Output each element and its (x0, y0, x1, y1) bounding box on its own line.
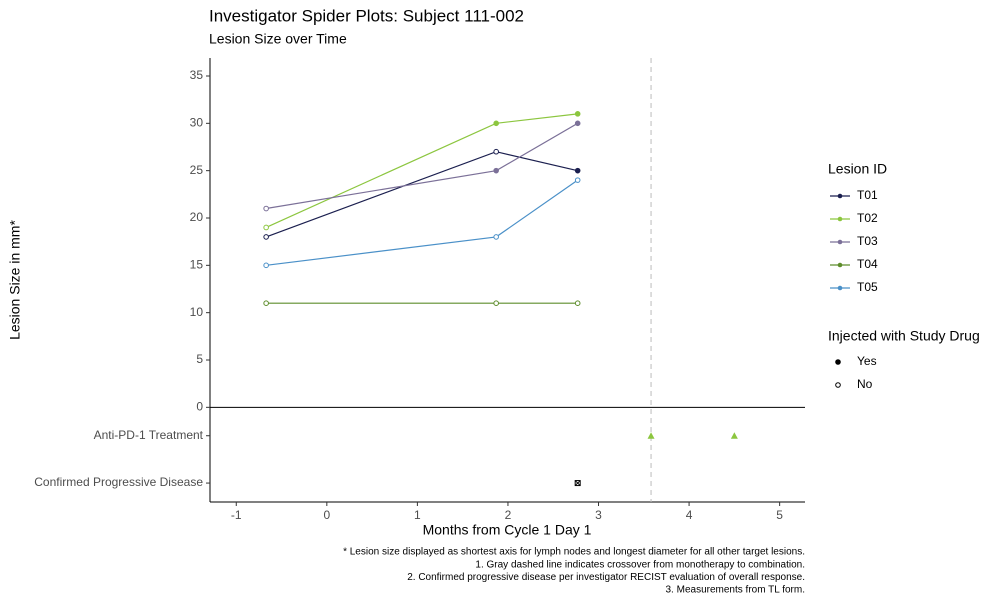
shape-legend-label: No (857, 377, 873, 391)
series-line (266, 179, 579, 266)
series-line (265, 151, 578, 238)
x-tick-label: 4 (686, 508, 693, 522)
shape-legend-label: Yes (857, 354, 877, 368)
legend-label: T04 (857, 257, 878, 271)
x-tick-label: 5 (776, 508, 783, 522)
legend-label: T02 (857, 211, 878, 225)
x-axis-label: Months from Cycle 1 Day 1 (423, 522, 592, 538)
y-tick-label: 0 (196, 400, 203, 414)
data-point (263, 205, 269, 212)
data-point (574, 111, 581, 117)
shape-legend-title: Injected with Study Drug (828, 328, 980, 344)
x-tick-label: 2 (505, 508, 512, 522)
y-tick-label: 10 (190, 305, 204, 319)
shape-legend-key (835, 382, 841, 388)
event-marker (647, 432, 655, 439)
legend-swatch-point (837, 239, 843, 245)
y-tick-label: Confirmed Progressive Disease (34, 475, 203, 489)
data-point (574, 300, 581, 306)
event-marker (574, 480, 581, 487)
y-axis-label: Lesion Size in mm* (7, 220, 23, 340)
legend-label: T03 (857, 234, 878, 248)
y-tick-label: 30 (190, 115, 204, 129)
data-point (493, 120, 499, 127)
series-line (266, 122, 578, 210)
x-tick-label: 3 (595, 508, 602, 522)
data-point (574, 177, 581, 183)
data-point (263, 300, 269, 306)
chart-title: Investigator Spider Plots: Subject 111-0… (209, 6, 524, 25)
footnote: 2. Confirmed progressive disease per inv… (407, 572, 805, 583)
data-point (263, 234, 269, 240)
legend-swatch-point (837, 262, 843, 268)
y-tick-label: 25 (190, 163, 204, 177)
x-tick-label: -1 (231, 508, 242, 522)
legend-label: T05 (857, 280, 878, 294)
data-point (263, 262, 269, 269)
y-tick-label: 35 (190, 68, 204, 82)
legend-label: T01 (857, 188, 878, 202)
data-point (493, 167, 499, 174)
x-tick-label: 0 (323, 508, 330, 522)
data-point (493, 234, 499, 240)
data-point (263, 224, 269, 231)
legend-title: Lesion ID (828, 161, 887, 177)
data-point (493, 148, 499, 155)
data-point (493, 300, 499, 306)
legend-swatch-point (837, 216, 843, 222)
legend-swatch-point (837, 193, 843, 199)
event-marker (730, 432, 738, 439)
y-tick-label: Anti-PD-1 Treatment (94, 428, 204, 442)
y-tick-label: 20 (190, 210, 204, 224)
footnote: 1. Gray dashed line indicates crossover … (475, 559, 805, 570)
footnote: 3. Measurements from TL form. (666, 585, 806, 596)
shape-legend-key (835, 359, 841, 365)
data-point (574, 120, 581, 127)
y-tick-label: 15 (190, 257, 204, 271)
x-tick-label: 1 (414, 508, 421, 522)
legend-swatch-point (837, 285, 843, 291)
series-line (265, 113, 578, 229)
footnote: * Lesion size displayed as shortest axis… (343, 547, 805, 558)
chart-subtitle: Lesion Size over Time (209, 31, 347, 47)
y-tick-label: 5 (196, 352, 203, 366)
data-point (574, 167, 581, 174)
